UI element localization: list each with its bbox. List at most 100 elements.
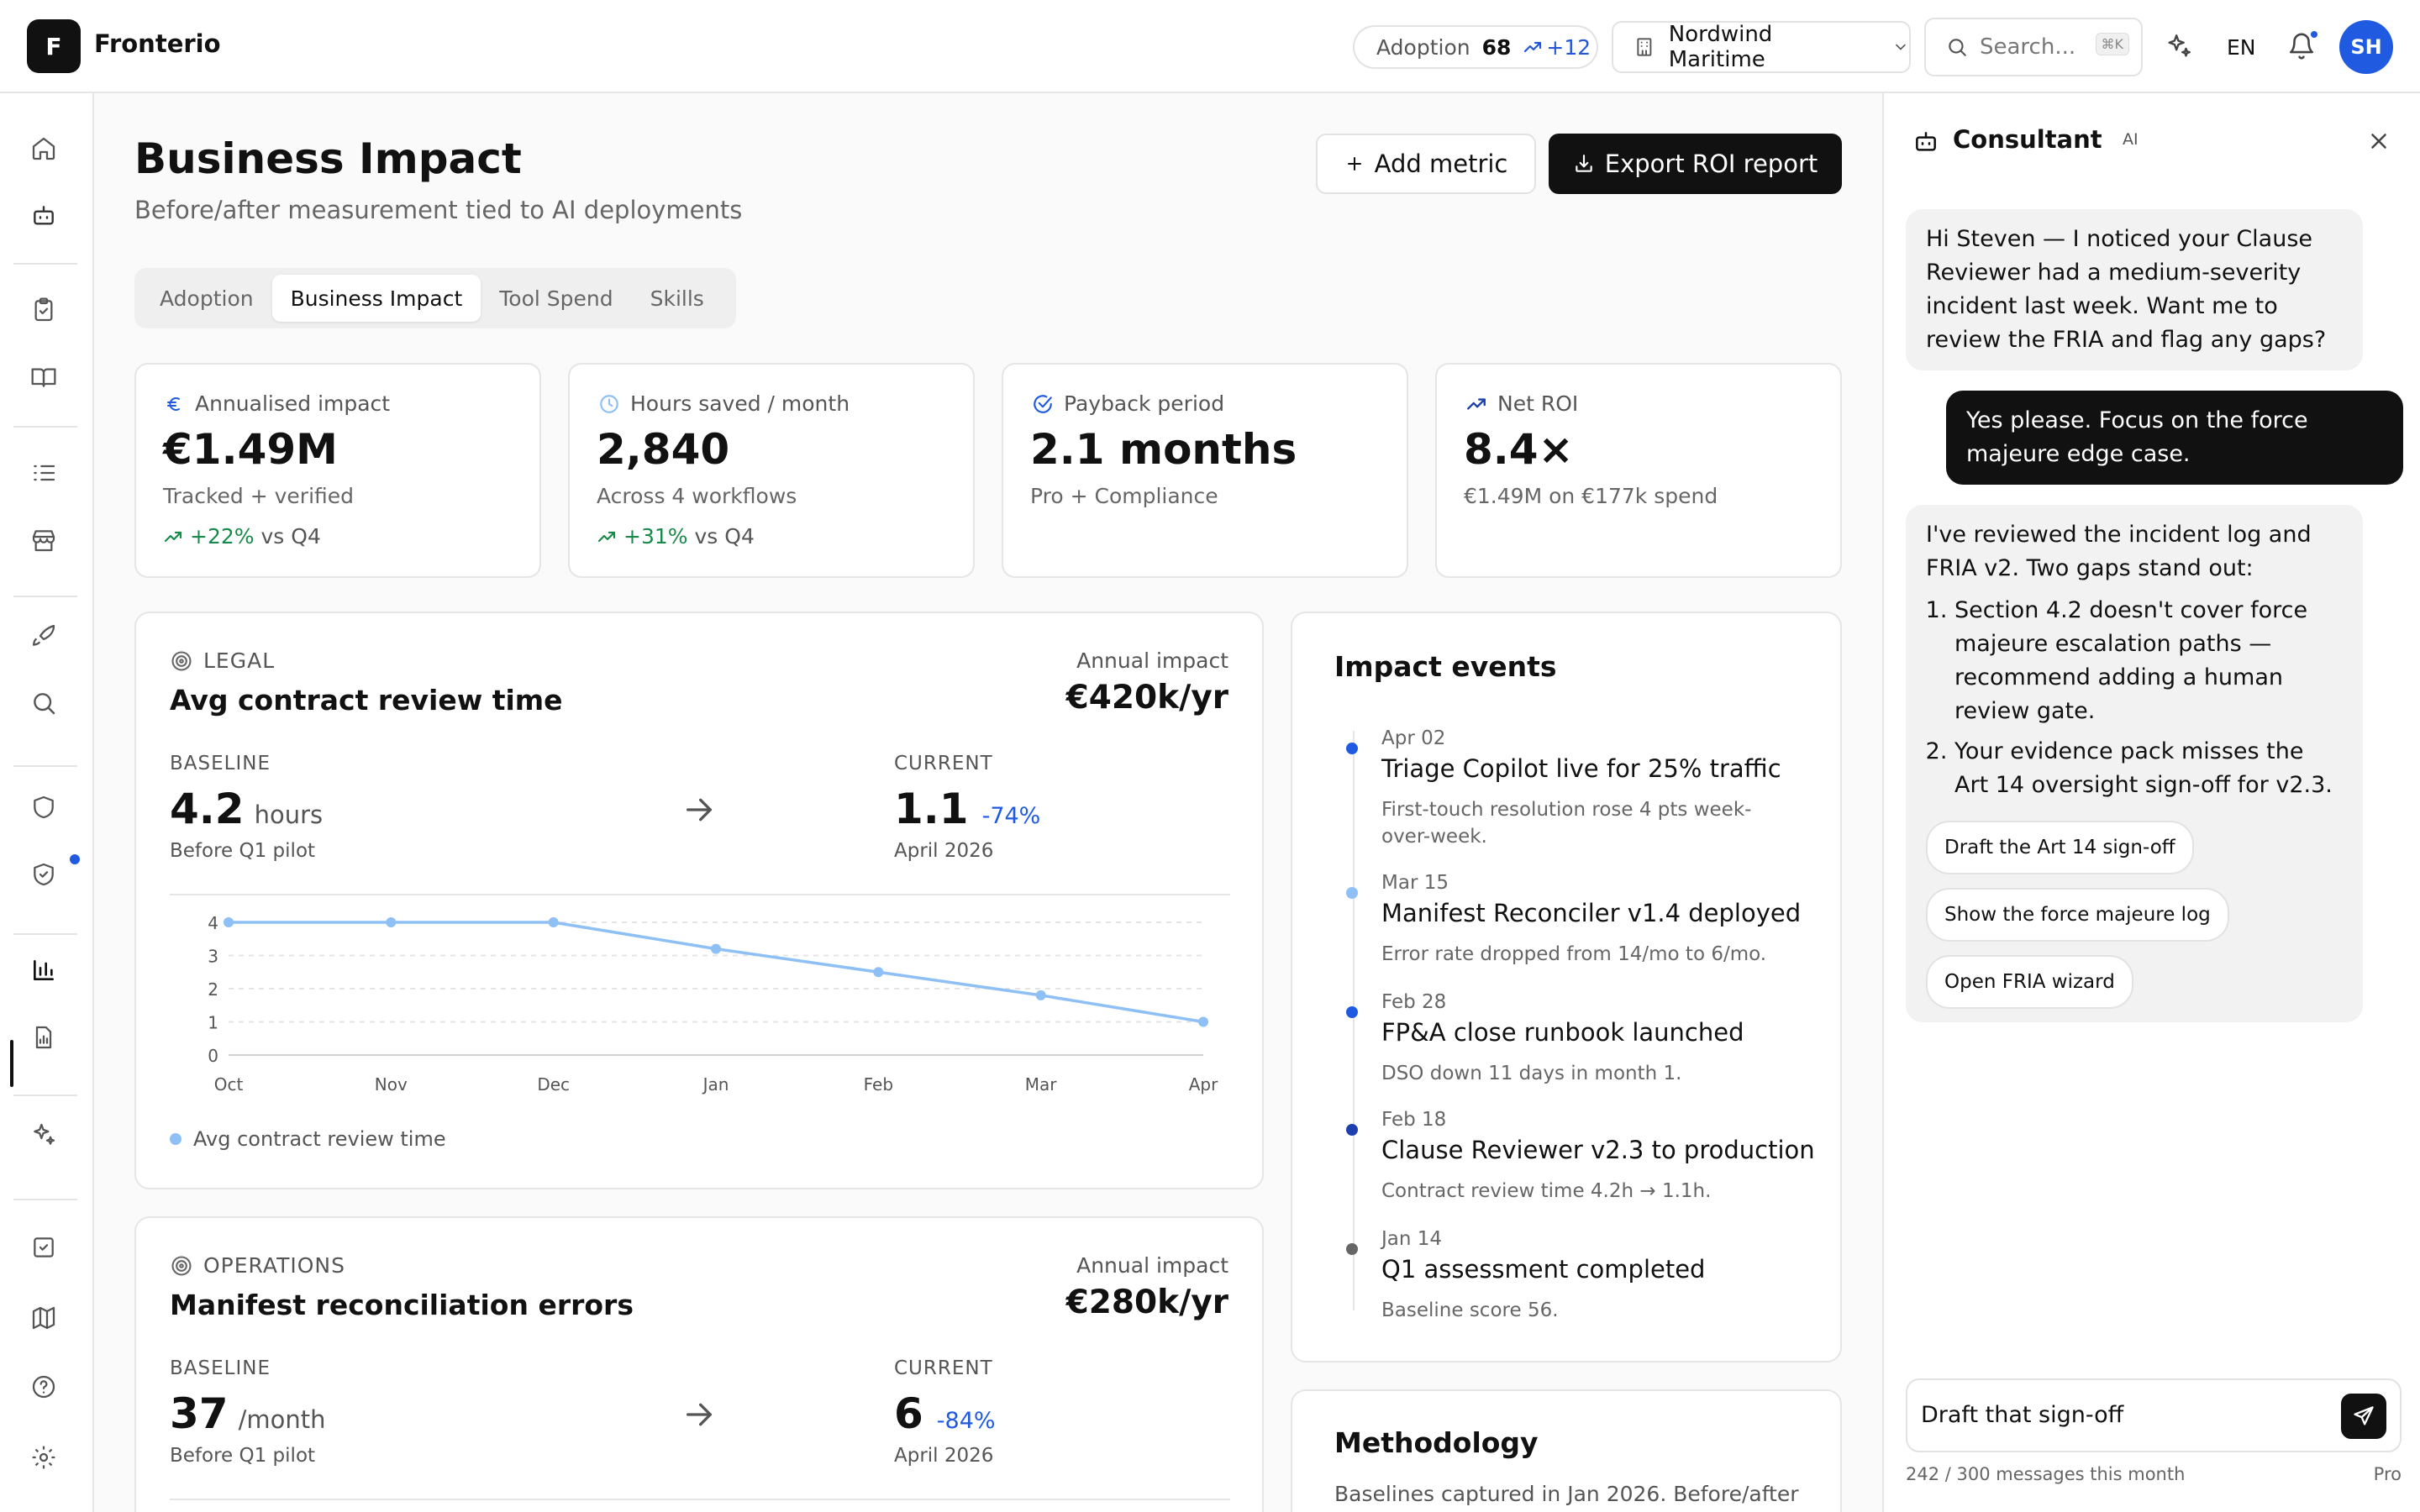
shield-check-icon[interactable]: [29, 859, 59, 890]
chip-draft-art14[interactable]: Draft the Art 14 sign-off: [1926, 821, 2194, 874]
adoption-label: Adoption: [1376, 34, 1470, 60]
kpi-sub: €1.49M on €177k spend: [1464, 484, 1718, 508]
annual-impact-label: Annual impact: [1076, 648, 1228, 673]
data-point: [873, 967, 884, 978]
event-title: Manifest Reconciler v1.4 deployed: [1381, 899, 1802, 927]
event-date: Mar 15: [1381, 872, 1449, 894]
page-subtitle: Before/after measurement tied to AI depl…: [134, 196, 743, 224]
rocket-icon[interactable]: [29, 621, 59, 651]
help-circle-icon[interactable]: [29, 1372, 59, 1402]
impact-event[interactable]: Feb 28 FP&A close runbook launched DSO d…: [1341, 991, 1812, 1092]
gap-list: Section 4.2 doesn't cover force majeure …: [1926, 594, 2343, 802]
chip-force-majeure-log[interactable]: Show the force majeure log: [1926, 888, 2229, 942]
export-roi-label: Export ROI report: [1604, 150, 1818, 178]
x-tick-label: Mar: [1025, 1074, 1058, 1095]
event-desc: Baseline score 56.: [1381, 1299, 1559, 1321]
list-ordered-icon[interactable]: [29, 458, 59, 488]
current-change: -74%: [981, 803, 1041, 829]
kpi-hours-saved: Hours saved / month 2,840 Across 4 workf…: [568, 363, 975, 578]
baseline-value: 4.2 hours: [170, 785, 323, 833]
export-roi-button[interactable]: Export ROI report: [1549, 134, 1842, 194]
current-change: -84%: [936, 1408, 996, 1434]
impact-event[interactable]: Jan 14 Q1 assessment completed Baseline …: [1341, 1228, 1812, 1329]
user-avatar[interactable]: SH: [2339, 20, 2393, 74]
book-open-icon[interactable]: [29, 362, 59, 392]
file-chart-icon[interactable]: [29, 1022, 59, 1053]
chat-input[interactable]: [1921, 1402, 2324, 1428]
org-switcher[interactable]: Nordwind Maritime: [1612, 21, 1911, 73]
rail-active-indicator: [10, 1040, 13, 1087]
current-value: 6 -84%: [894, 1389, 996, 1438]
tab-tool-spend[interactable]: Tool Spend: [499, 286, 613, 311]
send-button[interactable]: [2341, 1394, 2386, 1439]
impact-event[interactable]: Apr 02 Triage Copilot live for 25% traff…: [1341, 727, 1812, 853]
baseline-label: BASELINE: [170, 753, 271, 774]
store-icon[interactable]: [29, 525, 59, 555]
y-tick-label: 2: [208, 979, 218, 1000]
tab-business-impact[interactable]: Business Impact: [271, 275, 481, 322]
adoption-score-pill[interactable]: Adoption 68 +12: [1353, 25, 1598, 69]
data-point: [711, 943, 721, 954]
baseline-note: Before Q1 pilot: [170, 840, 316, 862]
x-tick-label: Nov: [375, 1074, 408, 1095]
chip-open-fria-wizard[interactable]: Open FRIA wizard: [1926, 955, 2133, 1009]
suggestion-chips: Draft the Art 14 sign-off Show the force…: [1926, 809, 2343, 1009]
series-line: [229, 921, 1204, 1024]
impact-event[interactable]: Mar 15 Manifest Reconciler v1.4 deployed…: [1341, 872, 1812, 973]
kpi-value: 8.4×: [1464, 425, 1574, 474]
review-time-line-chart: 0 1 2 3 4 Oct Nov Dec Jan Feb Mar Apr: [208, 913, 1218, 1095]
bar-chart-icon[interactable]: [29, 955, 59, 985]
user-message: Yes please. Focus on the force majeure e…: [1946, 391, 2403, 485]
baseline-number: 37: [170, 1389, 229, 1438]
kpi-label: Net ROI: [1497, 391, 1579, 416]
app-logo[interactable]: F: [27, 19, 81, 73]
clipboard-check-icon[interactable]: [29, 295, 59, 325]
robot-icon[interactable]: [29, 201, 59, 231]
data-point: [548, 917, 559, 927]
search-shortcut: ⌘K: [2095, 33, 2129, 55]
tab-adoption[interactable]: Adoption: [160, 286, 254, 311]
metric-category: LEGAL: [203, 648, 276, 673]
y-tick-label: 1: [208, 1013, 218, 1033]
baseline-unit: hours: [254, 801, 324, 829]
kpi-delta-suffix: vs Q4: [260, 524, 321, 549]
close-icon[interactable]: [2366, 129, 2391, 154]
metric-card-operations[interactable]: OPERATIONS Manifest reconciliation error…: [134, 1216, 1264, 1512]
event-desc: Contract review time 4.2h → 1.1h.: [1381, 1180, 1712, 1202]
adoption-delta: +12: [1523, 35, 1591, 60]
x-tick-label: Oct: [214, 1074, 244, 1095]
x-tick-label: Feb: [864, 1074, 893, 1095]
search-icon[interactable]: [29, 688, 59, 718]
tab-skills[interactable]: Skills: [650, 286, 704, 311]
sparkles-icon[interactable]: [29, 1120, 59, 1150]
sparkle-icon[interactable]: [2165, 32, 2193, 60]
x-tick-label: Jan: [702, 1074, 729, 1095]
current-value: 1.1 -74%: [894, 785, 1040, 833]
impact-event[interactable]: Feb 18 Clause Reviewer v2.3 to productio…: [1341, 1109, 1815, 1210]
rail-notification-dot: [70, 854, 80, 864]
add-metric-button[interactable]: Add metric: [1316, 134, 1536, 194]
home-icon[interactable]: [29, 134, 59, 164]
annual-impact-label: Annual impact: [1076, 1253, 1228, 1278]
target-icon: [171, 650, 192, 671]
target-icon: [171, 1255, 192, 1276]
event-desc: DSO down 11 days in month 1.: [1381, 1063, 1682, 1084]
kpi-value: 2,840: [597, 425, 730, 474]
language-switcher[interactable]: EN: [2227, 35, 2256, 60]
shield-icon[interactable]: [29, 792, 59, 822]
metric-card-legal[interactable]: LEGAL Avg contract review time Annual im…: [134, 612, 1264, 1189]
baseline-number: 4.2: [170, 785, 245, 833]
section-tabs: Adoption Business Impact Tool Spend Skil…: [134, 268, 736, 328]
map-icon[interactable]: [29, 1303, 59, 1333]
plus-icon: [1347, 157, 1361, 171]
event-date: Feb 28: [1381, 991, 1447, 1013]
left-rail: [0, 93, 94, 1512]
y-tick-label: 3: [208, 947, 218, 967]
y-tick-label: 4: [208, 913, 218, 933]
search-box[interactable]: Search... ⌘K: [1924, 18, 2143, 76]
gear-icon[interactable]: [29, 1442, 59, 1473]
trend-up-icon: [1467, 397, 1486, 410]
bell-icon[interactable]: [2287, 32, 2316, 60]
chart-legend: Avg contract review time: [170, 1127, 446, 1151]
checkbox-icon[interactable]: [29, 1232, 59, 1263]
